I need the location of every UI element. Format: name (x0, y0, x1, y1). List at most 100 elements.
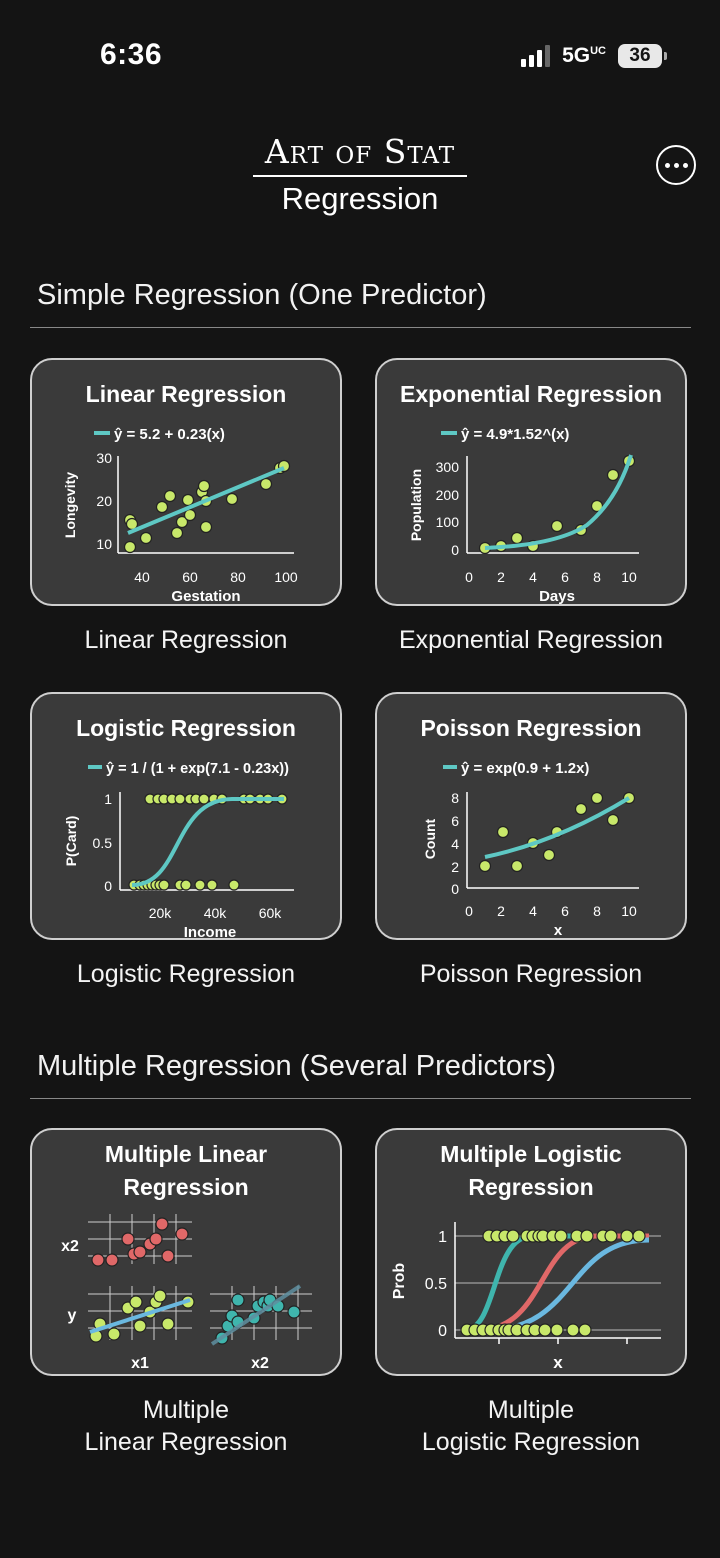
multiple-logistic-regression-card[interactable]: Multiple Logistic Regression 1 0.5 0 x P… (375, 1128, 687, 1376)
data-point (133, 1245, 147, 1259)
data-point (129, 1295, 143, 1309)
data-point (197, 479, 211, 493)
data-point (163, 489, 177, 503)
data-point (574, 802, 588, 816)
data-point (550, 519, 564, 533)
x-tick-label: 20k (149, 905, 173, 921)
multiple-linear-regression-label[interactable]: Multiple Linear Regression (84, 1396, 288, 1456)
y-tick-label: 1 (104, 791, 112, 807)
y-tick-label: 1 (438, 1229, 447, 1246)
y-tick-label: 6 (451, 813, 459, 829)
exponential-regression-label[interactable]: Exponential Regression (398, 626, 664, 654)
data-point (578, 1323, 592, 1337)
multiple-logistic-chart: 1 0.5 0 x Prob (391, 1222, 661, 1372)
data-point (496, 825, 510, 839)
fit-curve (484, 454, 633, 550)
card-title: Linear Regression (85, 381, 287, 407)
y-tick-label: 0.5 (93, 835, 113, 851)
x2-side-label: x2 (61, 1238, 79, 1255)
data-point (174, 793, 186, 805)
logistic-regression-card[interactable]: Logistic Regression ŷ = 1 / (1 + exp(7.1… (30, 692, 342, 940)
y-tick-label: 0 (451, 881, 459, 897)
x-axis-label: Days (539, 588, 575, 605)
x-tick-label: 8 (593, 569, 601, 585)
data-point (506, 1229, 520, 1243)
x-tick-label: 100 (274, 569, 298, 585)
exponential-regression-chart: ŷ = 4.9*1.52^(x) 300 200 100 0 0 2 4 6 8… (408, 426, 639, 605)
card-title: Logistic Regression (76, 715, 296, 741)
ellipsis-icon (664, 162, 670, 168)
logistic-regression-label[interactable]: Logistic Regression (76, 960, 296, 988)
data-point (170, 526, 184, 540)
data-point (105, 1253, 119, 1267)
x-tick-label: 80 (230, 569, 246, 585)
fit-curve (131, 797, 284, 887)
gridlines (455, 1235, 661, 1331)
data-point (181, 493, 195, 507)
data-point (231, 1293, 245, 1307)
data-point (161, 1249, 175, 1263)
linear-regression-label[interactable]: Linear Regression (84, 626, 288, 654)
fit-curve (484, 796, 631, 859)
data-point (606, 813, 620, 827)
fit-line (127, 466, 285, 535)
multiple-linear-chart: x2 y x1 x2 (61, 1214, 312, 1372)
fit-curve-blue (486, 1237, 650, 1333)
x-tick-label: 8 (593, 903, 601, 919)
multiple-linear-regression-card[interactable]: Multiple Linear Regression x2 y x1 x2 (30, 1128, 342, 1376)
fit-line-x2 (210, 1284, 302, 1346)
y-side-label: y (68, 1307, 77, 1324)
y-axis-label: Prob (391, 1263, 408, 1300)
data-point (153, 1289, 167, 1303)
data-point (542, 848, 556, 862)
logistic-regression-chart: ŷ = 1 / (1 + exp(7.1 - 0.23x)) 1 0.5 0 2… (63, 761, 294, 940)
x-tick-label: 4 (529, 903, 537, 919)
data-point (590, 499, 604, 513)
data-point (478, 859, 492, 873)
app-subtitle: Regression (281, 181, 439, 216)
x-tick-label: 60 (182, 569, 198, 585)
y-tick-label: 200 (436, 487, 460, 503)
data-point (225, 492, 239, 506)
data-point (550, 1323, 564, 1337)
data-point (198, 793, 210, 805)
fit-line-x1 (89, 1298, 191, 1334)
data-point (183, 508, 197, 522)
chart-equation: ŷ = 4.9*1.52^(x) (461, 426, 569, 443)
linear-regression-card[interactable]: Linear Regression ŷ = 5.2 + 0.23(x) 30 2… (30, 358, 342, 606)
x-axis-label: Income (184, 924, 237, 940)
data-point (123, 540, 137, 554)
data-point (580, 1229, 594, 1243)
y-tick-label: 10 (96, 536, 112, 552)
data-point (107, 1327, 121, 1341)
x-tick-label: 0 (465, 903, 473, 919)
data-point (620, 1229, 634, 1243)
data-point (604, 1229, 618, 1243)
y-tick-label: 0 (451, 542, 459, 558)
data-point (606, 468, 620, 482)
poisson-regression-card[interactable]: Poisson Regression ŷ = exp(0.9 + 1.2x) 8… (375, 692, 687, 940)
x-tick-label: 2 (497, 569, 505, 585)
x-axis-label: Gestation (171, 588, 240, 605)
app-brand: Art of Stat (252, 132, 468, 177)
data-point (139, 531, 153, 545)
exponential-regression-card[interactable]: Exponential Regression ŷ = 4.9*1.52^(x) … (375, 358, 687, 606)
data-point (121, 1232, 135, 1246)
y-axis-label: P(Card) (63, 816, 79, 867)
y-tick-label: 0.5 (425, 1276, 447, 1293)
network-label: 5GUC (562, 44, 606, 67)
divider (30, 1098, 691, 1099)
x-tick-label: 60k (259, 905, 283, 921)
multiple-logistic-regression-label[interactable]: Multiple Logistic Regression (421, 1396, 641, 1456)
data-point (510, 859, 524, 873)
more-options-button[interactable] (656, 145, 696, 185)
poisson-regression-label[interactable]: Poisson Regression (419, 960, 643, 988)
y-tick-label: 2 (451, 859, 459, 875)
y-tick-label: 300 (436, 459, 460, 475)
status-time: 6:36 (100, 38, 163, 71)
y-axis-label: Count (422, 818, 438, 859)
x-tick-label: 6 (561, 903, 569, 919)
y-axis-label: Longevity (62, 472, 78, 538)
data-point (554, 1229, 568, 1243)
x-tick-label: 40 (134, 569, 150, 585)
